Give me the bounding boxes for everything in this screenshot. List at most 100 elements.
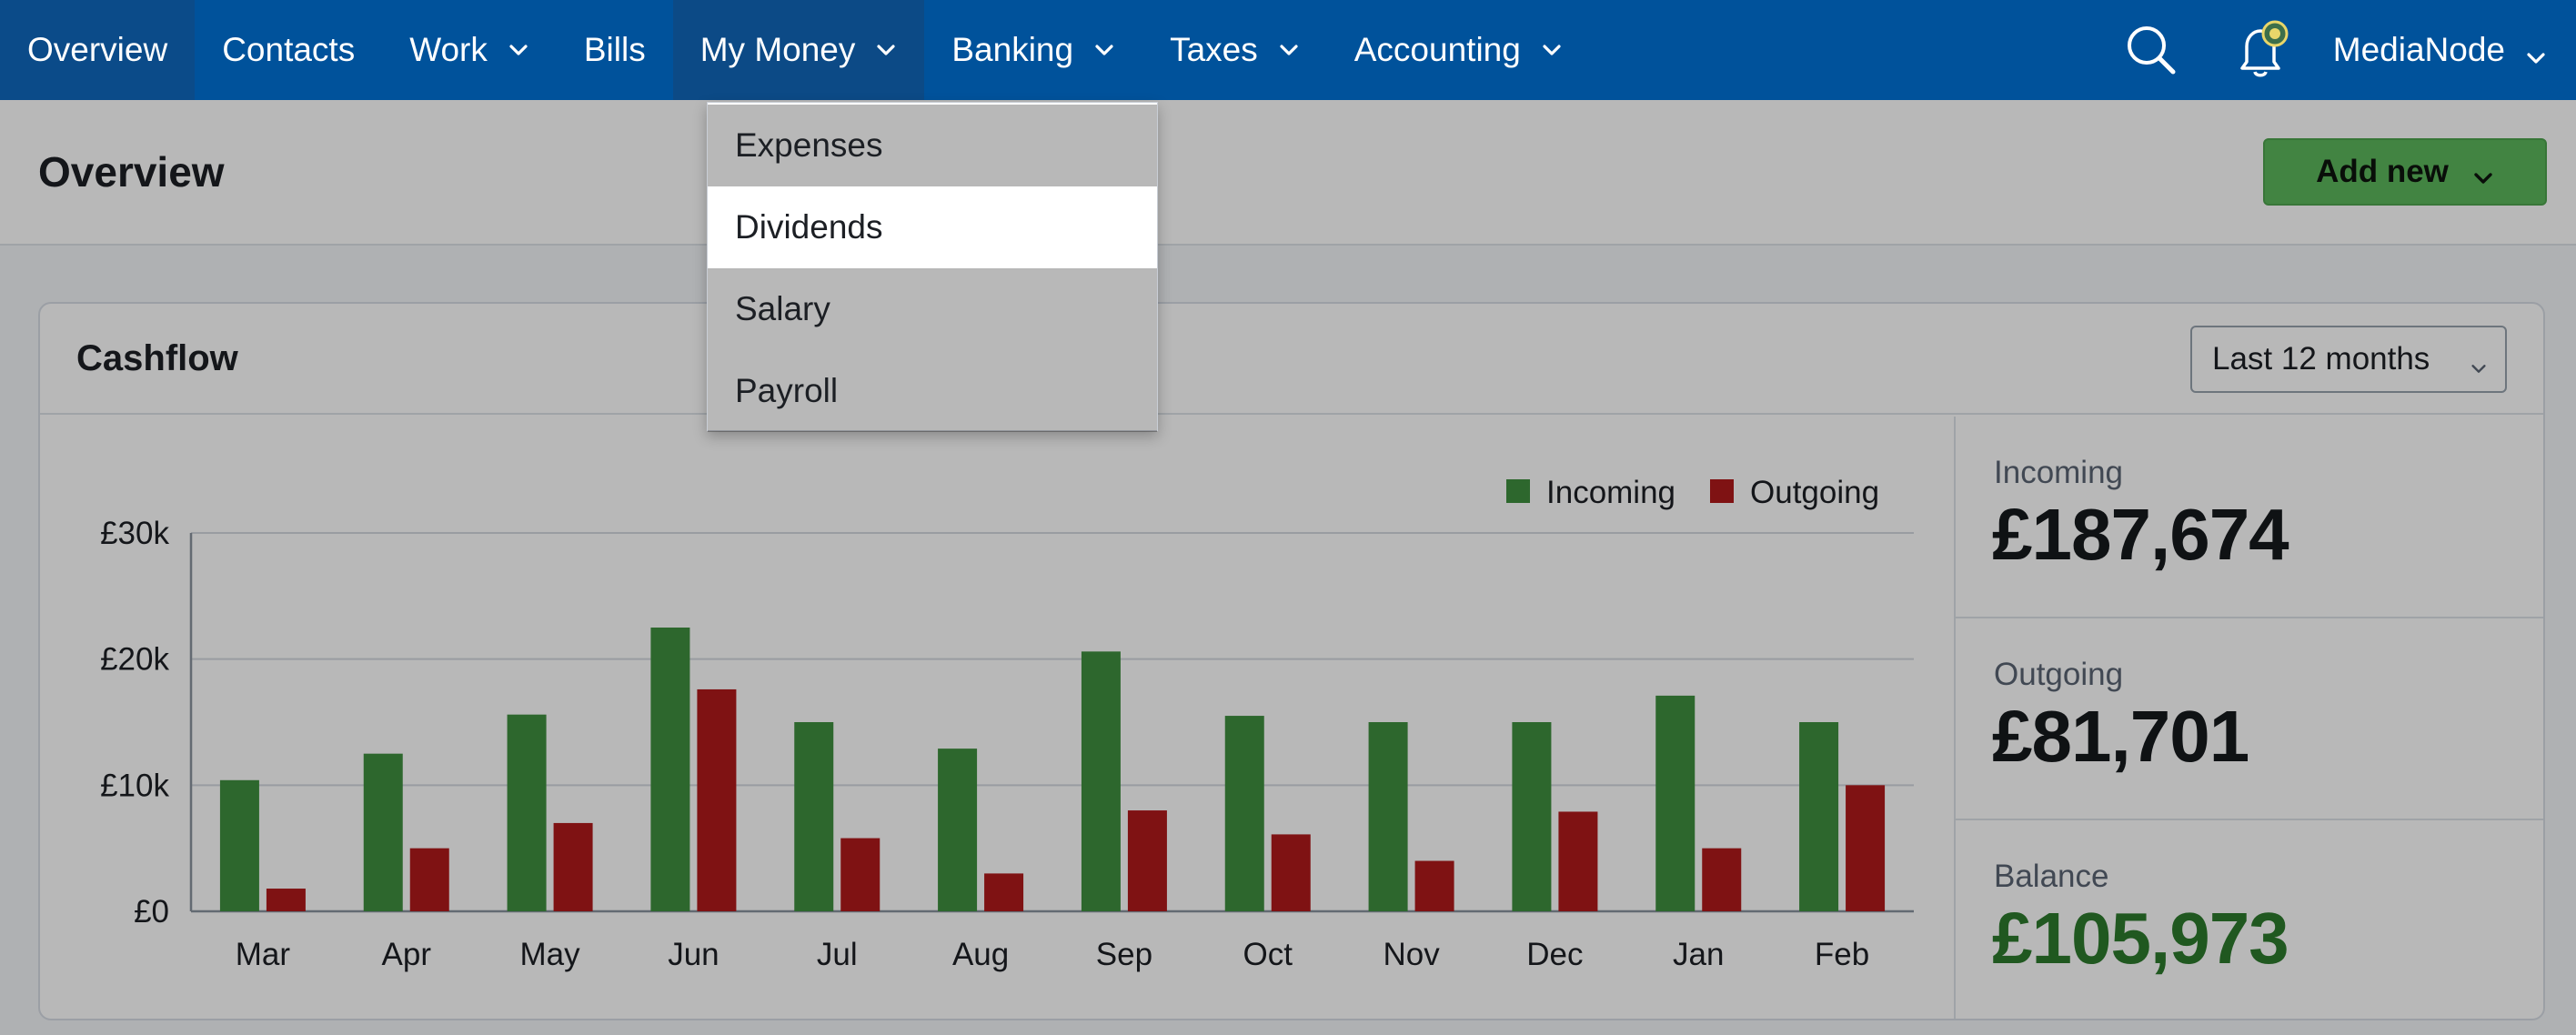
nav-item-label: Overview bbox=[27, 31, 168, 68]
bar-outgoing-jul[interactable] bbox=[840, 838, 880, 911]
bar-incoming-feb[interactable] bbox=[1799, 722, 1839, 911]
bar-outgoing-jun[interactable] bbox=[697, 688, 737, 911]
nav-item-work[interactable]: Work bbox=[382, 0, 557, 100]
nav-item-label: My Money bbox=[699, 31, 856, 68]
y-tick-label: £30k bbox=[100, 516, 169, 551]
stat-label: Outgoing bbox=[1994, 657, 2124, 692]
nav-item-label: Taxes bbox=[1170, 31, 1258, 68]
nav-item-accounting[interactable]: Accounting bbox=[1327, 0, 1590, 100]
user-name: MediaNode bbox=[2332, 31, 2505, 68]
nav-item-taxes[interactable]: Taxes bbox=[1142, 0, 1327, 100]
y-tick-label: £0 bbox=[134, 894, 169, 929]
bar-outgoing-jan[interactable] bbox=[1702, 848, 1742, 911]
cashflow-header: Cashflow Last 12 months bbox=[40, 304, 2543, 415]
bar-outgoing-may[interactable] bbox=[553, 822, 593, 911]
add-new-button[interactable]: Add new bbox=[2263, 138, 2547, 206]
bar-incoming-aug[interactable] bbox=[938, 749, 978, 911]
top-nav: Overview Contacts Work Bills My Money Banking… bbox=[0, 0, 2576, 100]
x-tick-label: Apr bbox=[382, 937, 432, 972]
period-select-value: Last 12 months bbox=[2212, 341, 2430, 377]
nav-item-label: Work bbox=[409, 31, 488, 68]
stat-label: Balance bbox=[1994, 859, 2109, 894]
chevron-down-icon bbox=[1541, 39, 1563, 61]
nav-item-label: Contacts bbox=[222, 31, 356, 68]
cashflow-stats: Incoming £187,674 Outgoing £81,701 Balan… bbox=[1954, 417, 2543, 1019]
add-new-label: Add new bbox=[2316, 154, 2449, 189]
bar-outgoing-sep[interactable] bbox=[1127, 810, 1167, 911]
x-tick-label: Jun bbox=[668, 937, 719, 972]
bar-incoming-dec[interactable] bbox=[1512, 722, 1552, 911]
bar-incoming-sep[interactable] bbox=[1081, 651, 1121, 911]
x-tick-label: Sep bbox=[1096, 937, 1152, 972]
legend-label-incoming: Incoming bbox=[1546, 475, 1675, 510]
bar-incoming-jun[interactable] bbox=[650, 628, 690, 911]
menu-overlay[interactable] bbox=[0, 100, 2576, 1035]
bar-incoming-apr[interactable] bbox=[363, 753, 403, 911]
bar-outgoing-feb[interactable] bbox=[1846, 785, 1886, 911]
dropdown-item-salary[interactable]: Salary bbox=[708, 268, 1157, 350]
user-menu[interactable]: MediaNode bbox=[2315, 0, 2576, 100]
legend-label-outgoing: Outgoing bbox=[1750, 475, 1879, 510]
bar-incoming-oct[interactable] bbox=[1224, 716, 1264, 911]
bar-outgoing-aug[interactable] bbox=[984, 873, 1024, 911]
cashflow-chart-svg: £0 £10k £20k £30k Mar Apr May Jun Jul Aug Sep Oct No… bbox=[100, 475, 1914, 972]
nav-item-bills[interactable]: Bills bbox=[557, 0, 673, 100]
stat-outgoing: Outgoing £81,701 bbox=[1956, 618, 2543, 820]
stat-value: £105,973 bbox=[1992, 898, 2289, 979]
bell-icon[interactable] bbox=[2206, 0, 2315, 100]
chevron-down-icon bbox=[508, 39, 529, 61]
nav-item-label: Bills bbox=[583, 31, 646, 68]
bar-outgoing-apr[interactable] bbox=[409, 848, 449, 911]
chevron-down-icon bbox=[2469, 350, 2489, 373]
nav-item-contacts[interactable]: Contacts bbox=[195, 0, 382, 100]
x-tick-label: Nov bbox=[1383, 937, 1440, 972]
page-title: Overview bbox=[38, 148, 225, 196]
stat-balance: Balance £105,973 bbox=[1956, 820, 2543, 1019]
bar-incoming-may[interactable] bbox=[507, 714, 547, 911]
chevron-down-icon bbox=[1093, 39, 1115, 61]
y-tick-label: £10k bbox=[100, 768, 169, 803]
dropdown-item-payroll[interactable]: Payroll bbox=[708, 350, 1157, 432]
bar-incoming-jan[interactable] bbox=[1655, 695, 1696, 911]
my-money-dropdown: Expenses Dividends Salary Payroll bbox=[707, 102, 1158, 432]
bar-incoming-nov[interactable] bbox=[1368, 722, 1408, 911]
stat-incoming: Incoming £187,674 bbox=[1956, 417, 2543, 618]
legend-swatch-outgoing bbox=[1710, 479, 1734, 503]
bar-outgoing-dec[interactable] bbox=[1558, 811, 1598, 911]
nav-item-label: Accounting bbox=[1353, 31, 1521, 68]
nav-item-overview[interactable]: Overview bbox=[0, 0, 196, 100]
cashflow-chart: £0 £10k £20k £30k Mar Apr May Jun Jul Aug Sep Oct No… bbox=[40, 417, 1954, 1019]
bar-incoming-mar[interactable] bbox=[219, 779, 259, 911]
legend-swatch-incoming bbox=[1506, 479, 1530, 503]
page-header: Overview Add new bbox=[0, 100, 2576, 246]
x-tick-label: Jan bbox=[1673, 937, 1724, 972]
period-select[interactable]: Last 12 months bbox=[2190, 326, 2507, 393]
stat-value: £187,674 bbox=[1992, 494, 2289, 575]
bar-outgoing-nov[interactable] bbox=[1414, 860, 1454, 911]
bar-incoming-jul[interactable] bbox=[794, 722, 834, 911]
x-tick-label: Jul bbox=[817, 937, 858, 972]
bar-outgoing-oct[interactable] bbox=[1271, 834, 1311, 911]
nav-right: MediaNode bbox=[2097, 0, 2576, 100]
search-icon[interactable] bbox=[2097, 0, 2206, 100]
stat-label: Incoming bbox=[1994, 455, 2124, 490]
nav-item-banking[interactable]: Banking bbox=[924, 0, 1142, 100]
stat-value: £81,701 bbox=[1992, 696, 2249, 777]
x-tick-label: Feb bbox=[1815, 937, 1869, 972]
x-tick-label: Aug bbox=[952, 937, 1009, 972]
y-tick-label: £20k bbox=[100, 642, 169, 678]
chevron-down-icon bbox=[1278, 39, 1300, 61]
x-tick-label: Mar bbox=[236, 937, 291, 972]
cashflow-card: Cashflow Last 12 months £0 £10k £20k £30k Ma… bbox=[38, 302, 2545, 1020]
x-tick-label: Dec bbox=[1526, 937, 1583, 972]
dropdown-item-dividends[interactable]: Dividends bbox=[735, 208, 883, 246]
cashflow-title: Cashflow bbox=[76, 338, 238, 378]
dropdown-item-expenses[interactable]: Expenses bbox=[708, 105, 1157, 186]
chevron-down-icon bbox=[2525, 39, 2547, 64]
nav-item-label: Banking bbox=[951, 31, 1074, 68]
chevron-down-icon bbox=[2472, 161, 2494, 184]
bar-outgoing-mar[interactable] bbox=[266, 889, 306, 911]
nav-item-my-money[interactable]: My Money bbox=[672, 0, 925, 100]
chevron-down-icon bbox=[875, 39, 897, 61]
x-tick-label: Oct bbox=[1243, 937, 1293, 972]
